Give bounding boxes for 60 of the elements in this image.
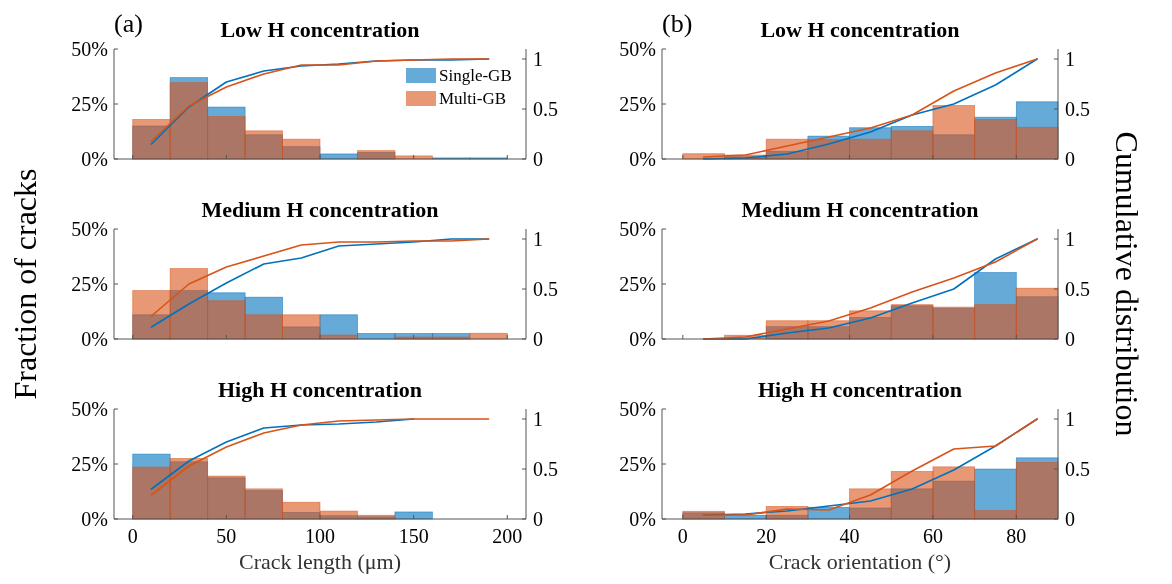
y-tick-label: 25% (71, 453, 108, 475)
y-tick-label: 25% (71, 93, 108, 115)
x-tick-label: 20 (756, 525, 777, 547)
x-tick-label: 0 (677, 525, 688, 547)
chart-title: Medium H concentration (201, 197, 439, 222)
y2-tick-label: 0 (1065, 328, 1075, 350)
y2-tick-label: 1 (533, 228, 543, 250)
y2-tick-label: 0 (533, 328, 543, 350)
x-tick-label: 0 (127, 525, 138, 547)
y-tick-label: 0% (629, 508, 656, 530)
x-tick-label: 100 (305, 525, 335, 547)
y2-tick-label: 0.5 (533, 458, 558, 480)
y2-tick-label: 1 (533, 408, 543, 430)
text: (a) (114, 9, 143, 38)
y2-tick-label: 1 (1065, 408, 1075, 430)
y2-tick-label: 1 (1065, 228, 1075, 250)
legend-label: Single-GB (439, 66, 512, 85)
x-tick-label: 60 (922, 525, 943, 547)
y2-tick-label: 0.5 (1065, 98, 1090, 120)
legend-label: Multi-GB (439, 89, 507, 108)
y-tick-label: 50% (619, 218, 656, 240)
y-tick-label: 0% (81, 508, 108, 530)
y2-tick-label: 0 (533, 148, 543, 170)
chart-title: Medium H concentration (741, 197, 979, 222)
y2-tick-label: 0.5 (533, 278, 558, 300)
y2-tick-label: 1 (533, 48, 543, 70)
x-tick-label: 150 (398, 525, 429, 547)
y2-axis-title: Cumulative distribution (1109, 131, 1145, 437)
y2-tick-label: 0 (1065, 508, 1075, 530)
y2-tick-label: 0.5 (533, 98, 558, 120)
x-tick-label: 50 (216, 525, 237, 547)
y2-tick-label: 0.5 (1065, 458, 1090, 480)
chart-title: Low H concentration (760, 17, 960, 42)
y-tick-label: 0% (629, 328, 656, 350)
y-tick-label: 50% (619, 398, 656, 420)
chart-title: High H concentration (217, 377, 423, 402)
x-tick-label: 200 (492, 525, 523, 547)
chart-title: Low H concentration (220, 17, 420, 42)
y-tick-label: 0% (81, 328, 108, 350)
y-tick-label: 25% (619, 453, 656, 475)
y2-tick-label: 0 (533, 508, 543, 530)
x-tick-label: 40 (839, 525, 860, 547)
y2-tick-label: 0.5 (1065, 278, 1090, 300)
y-tick-label: 25% (71, 273, 108, 295)
text: (b) (662, 9, 693, 38)
y-tick-label: 0% (81, 148, 108, 170)
y2-tick-label: 1 (1065, 48, 1075, 70)
y-tick-label: 50% (71, 398, 108, 420)
y-tick-label: 0% (629, 148, 656, 170)
y-tick-label: 50% (619, 38, 656, 60)
y-tick-label: 25% (619, 273, 656, 295)
y-tick-label: 25% (619, 93, 656, 115)
x-axis-title: Crack length (μm) (238, 549, 402, 574)
y2-tick-label: 0 (1065, 148, 1075, 170)
y-tick-label: 50% (71, 38, 108, 60)
chart-title: High H concentration (757, 377, 963, 402)
y-axis-title: Fraction of cracks (7, 168, 43, 400)
y-tick-label: 50% (71, 218, 108, 240)
x-axis-title: Crack orientation (°) (768, 549, 952, 574)
x-tick-label: 80 (1006, 525, 1027, 547)
